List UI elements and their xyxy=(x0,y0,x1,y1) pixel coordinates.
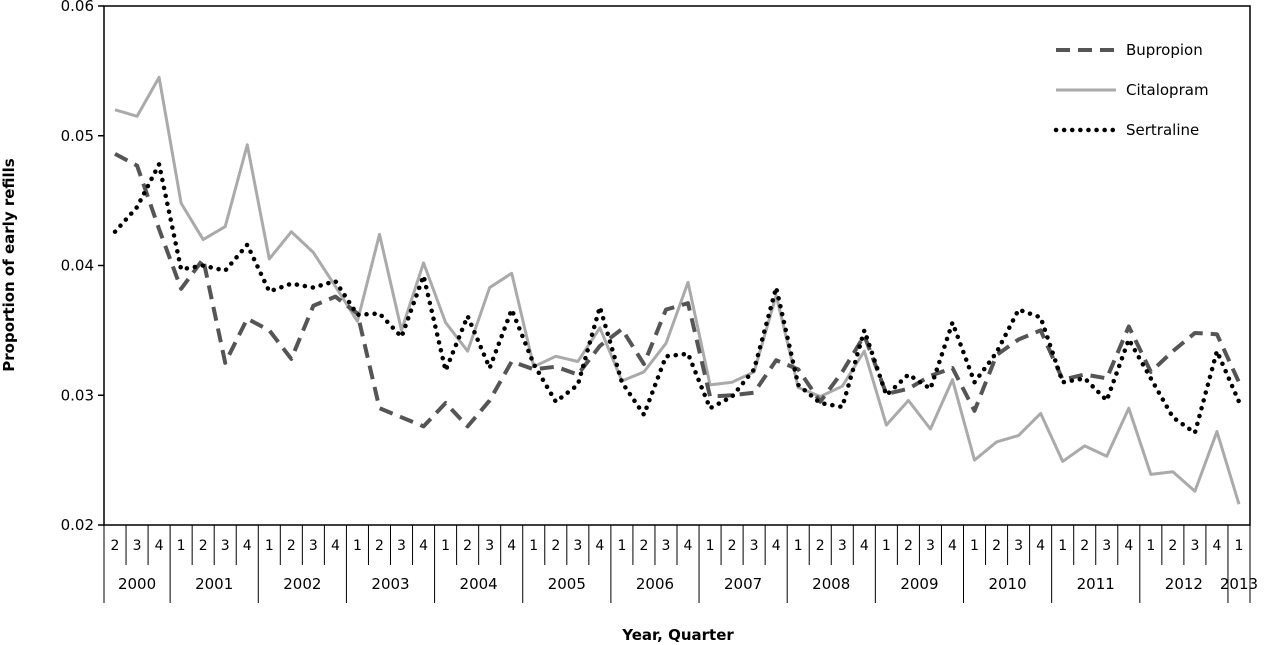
year-label: 2005 xyxy=(548,575,586,593)
quarter-label: 1 xyxy=(441,538,450,554)
quarter-label: 3 xyxy=(485,538,494,554)
quarter-label: 4 xyxy=(419,538,428,554)
quarter-label: 1 xyxy=(529,538,538,554)
series-line-bupropion xyxy=(114,152,1241,429)
series-line-citalopram xyxy=(114,75,1241,505)
series-line-sertraline xyxy=(112,162,1242,436)
quarter-label: 4 xyxy=(1124,538,1133,554)
x-axis-title: Year, Quarter xyxy=(621,626,734,644)
quarter-label: 4 xyxy=(1036,538,1045,554)
year-label: 2010 xyxy=(988,575,1026,593)
quarter-label: 4 xyxy=(684,538,693,554)
year-label: 2003 xyxy=(371,575,409,593)
year-label: 2008 xyxy=(812,575,850,593)
quarter-label: 4 xyxy=(507,538,516,554)
quarter-label: 2 xyxy=(1168,538,1177,554)
quarter-label: 3 xyxy=(221,538,230,554)
quarter-label: 3 xyxy=(750,538,759,554)
quarter-label: 4 xyxy=(595,538,604,554)
quarter-label: 2 xyxy=(551,538,560,554)
quarter-label: 1 xyxy=(265,538,274,554)
quarter-label: 4 xyxy=(243,538,252,554)
legend-label-sertraline: Sertraline xyxy=(1126,121,1199,139)
year-label: 2012 xyxy=(1165,575,1203,593)
quarter-label: 1 xyxy=(1235,538,1244,554)
y-tick-label: 0.06 xyxy=(61,0,94,15)
year-label: 2007 xyxy=(724,575,762,593)
quarter-label: 1 xyxy=(1146,538,1155,554)
year-label: 2001 xyxy=(195,575,233,593)
quarter-label: 1 xyxy=(1058,538,1067,554)
y-tick-label: 0.04 xyxy=(61,257,94,275)
legend-label-bupropion: Bupropion xyxy=(1126,41,1203,59)
quarter-label: 2 xyxy=(199,538,208,554)
year-label: 2013 xyxy=(1220,575,1258,593)
year-label: 2002 xyxy=(283,575,321,593)
year-label: 2006 xyxy=(636,575,674,593)
quarter-label: 3 xyxy=(397,538,406,554)
quarter-label: 3 xyxy=(1190,538,1199,554)
y-tick-label: 0.02 xyxy=(61,516,94,534)
year-label: 2009 xyxy=(900,575,938,593)
quarter-label: 2 xyxy=(111,538,120,554)
quarter-label: 3 xyxy=(926,538,935,554)
year-label: 2011 xyxy=(1077,575,1115,593)
quarter-label: 2 xyxy=(463,538,472,554)
quarter-label: 3 xyxy=(838,538,847,554)
quarter-label: 1 xyxy=(794,538,803,554)
year-label: 2004 xyxy=(460,575,498,593)
legend-label-citalopram: Citalopram xyxy=(1126,81,1209,99)
quarter-label: 2 xyxy=(639,538,648,554)
quarter-label: 3 xyxy=(1014,538,1023,554)
quarter-label: 2 xyxy=(728,538,737,554)
quarter-label: 2 xyxy=(375,538,384,554)
plot-frame xyxy=(103,5,1251,526)
quarter-label: 3 xyxy=(133,538,142,554)
quarter-label: 1 xyxy=(353,538,362,554)
quarter-label: 4 xyxy=(948,538,957,554)
quarter-label: 4 xyxy=(1212,538,1221,554)
y-axis-title: Proportion of early refills xyxy=(0,158,18,372)
quarter-label: 2 xyxy=(904,538,913,554)
quarter-label: 1 xyxy=(706,538,715,554)
quarter-label: 3 xyxy=(662,538,671,554)
quarter-label: 4 xyxy=(860,538,869,554)
y-tick-label: 0.03 xyxy=(61,386,94,404)
quarter-label: 1 xyxy=(617,538,626,554)
year-label: 2000 xyxy=(118,575,156,593)
quarter-label: 2 xyxy=(992,538,1001,554)
quarter-label: 3 xyxy=(1102,538,1111,554)
quarter-label: 2 xyxy=(287,538,296,554)
y-tick-label: 0.05 xyxy=(61,127,94,145)
quarter-label: 4 xyxy=(331,538,340,554)
quarter-label: 1 xyxy=(882,538,891,554)
quarter-label: 4 xyxy=(155,538,164,554)
quarter-label: 3 xyxy=(309,538,318,554)
quarter-label: 1 xyxy=(177,538,186,554)
quarter-label: 1 xyxy=(970,538,979,554)
quarter-label: 2 xyxy=(816,538,825,554)
quarter-label: 4 xyxy=(772,538,781,554)
quarter-label: 3 xyxy=(573,538,582,554)
quarter-label: 2 xyxy=(1080,538,1089,554)
